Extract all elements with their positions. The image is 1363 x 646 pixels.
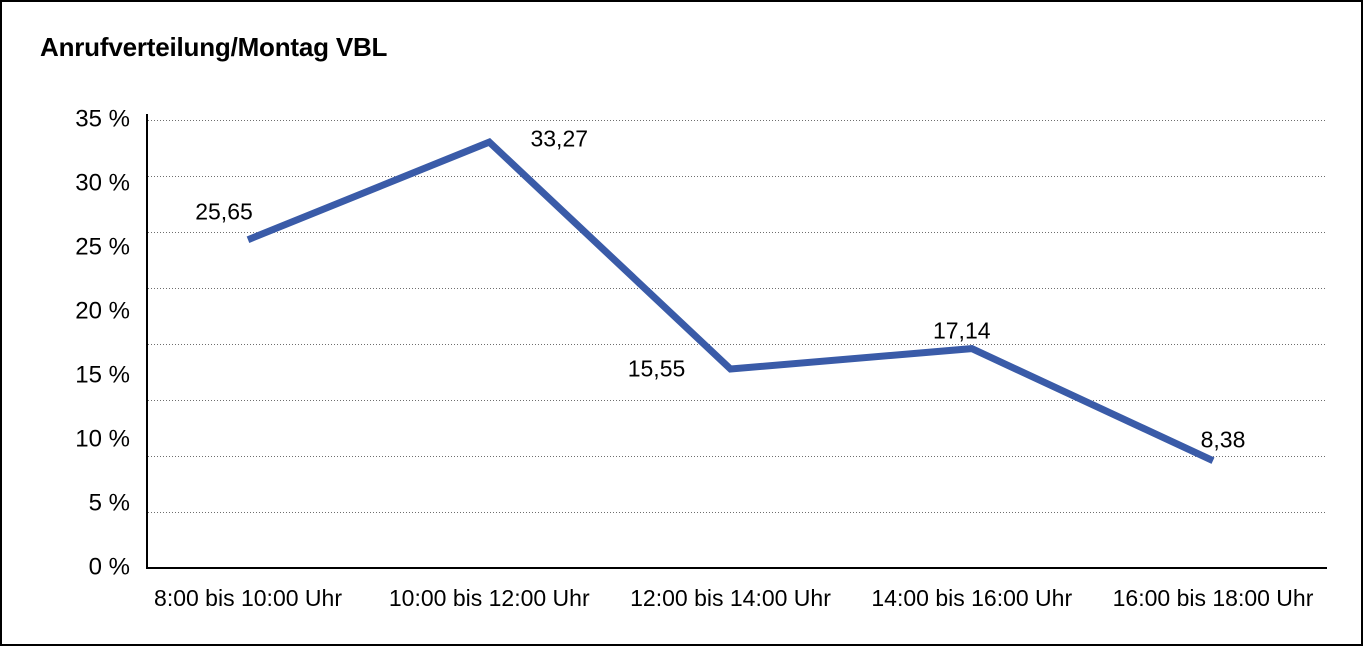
chart-title: Anrufverteilung/Montag VBL [40, 32, 388, 62]
y-axis-tick-label: 10 % [75, 425, 130, 453]
gridline [148, 288, 1325, 289]
line-series-canvas [246, 138, 1215, 464]
x-axis-category-label: 8:00 bis 10:00 Uhr [154, 585, 342, 611]
x-axis-line [146, 567, 1327, 569]
y-axis-tick-label: 35 % [75, 105, 130, 133]
data-value-label: 33,27 [530, 125, 589, 152]
gridline [148, 120, 1325, 121]
gridline [148, 232, 1325, 233]
data-value-label: 15,55 [627, 355, 686, 382]
gridline [148, 512, 1325, 513]
gridline [148, 400, 1325, 401]
gridline [148, 176, 1325, 177]
data-value-label: 17,14 [932, 317, 991, 344]
y-axis-tick-label: 0 % [88, 553, 130, 581]
data-line [246, 138, 1215, 464]
x-axis-category-label: 14:00 bis 16:00 Uhr [871, 585, 1073, 611]
x-axis-category-label: 12:00 bis 14:00 Uhr [630, 585, 831, 611]
y-axis-tick-label: 20 % [75, 297, 130, 325]
x-axis-category-label: 10:00 bis 12:00 Uhr [388, 585, 590, 611]
y-axis-tick-label: 5 % [88, 489, 130, 517]
y-axis-tick-label: 25 % [75, 233, 130, 261]
y-axis-tick-label: 30 % [75, 169, 130, 197]
data-value-label: 25,65 [195, 198, 253, 225]
gridline [148, 344, 1325, 345]
data-value-label: 8,38 [1200, 426, 1246, 453]
y-axis-line [146, 114, 148, 569]
plot-area [148, 120, 1325, 568]
y-axis-tick-label: 15 % [75, 361, 130, 389]
gridline [148, 456, 1325, 457]
x-axis-category-label: 16:00 bis 18:00 Uhr [1112, 585, 1314, 611]
